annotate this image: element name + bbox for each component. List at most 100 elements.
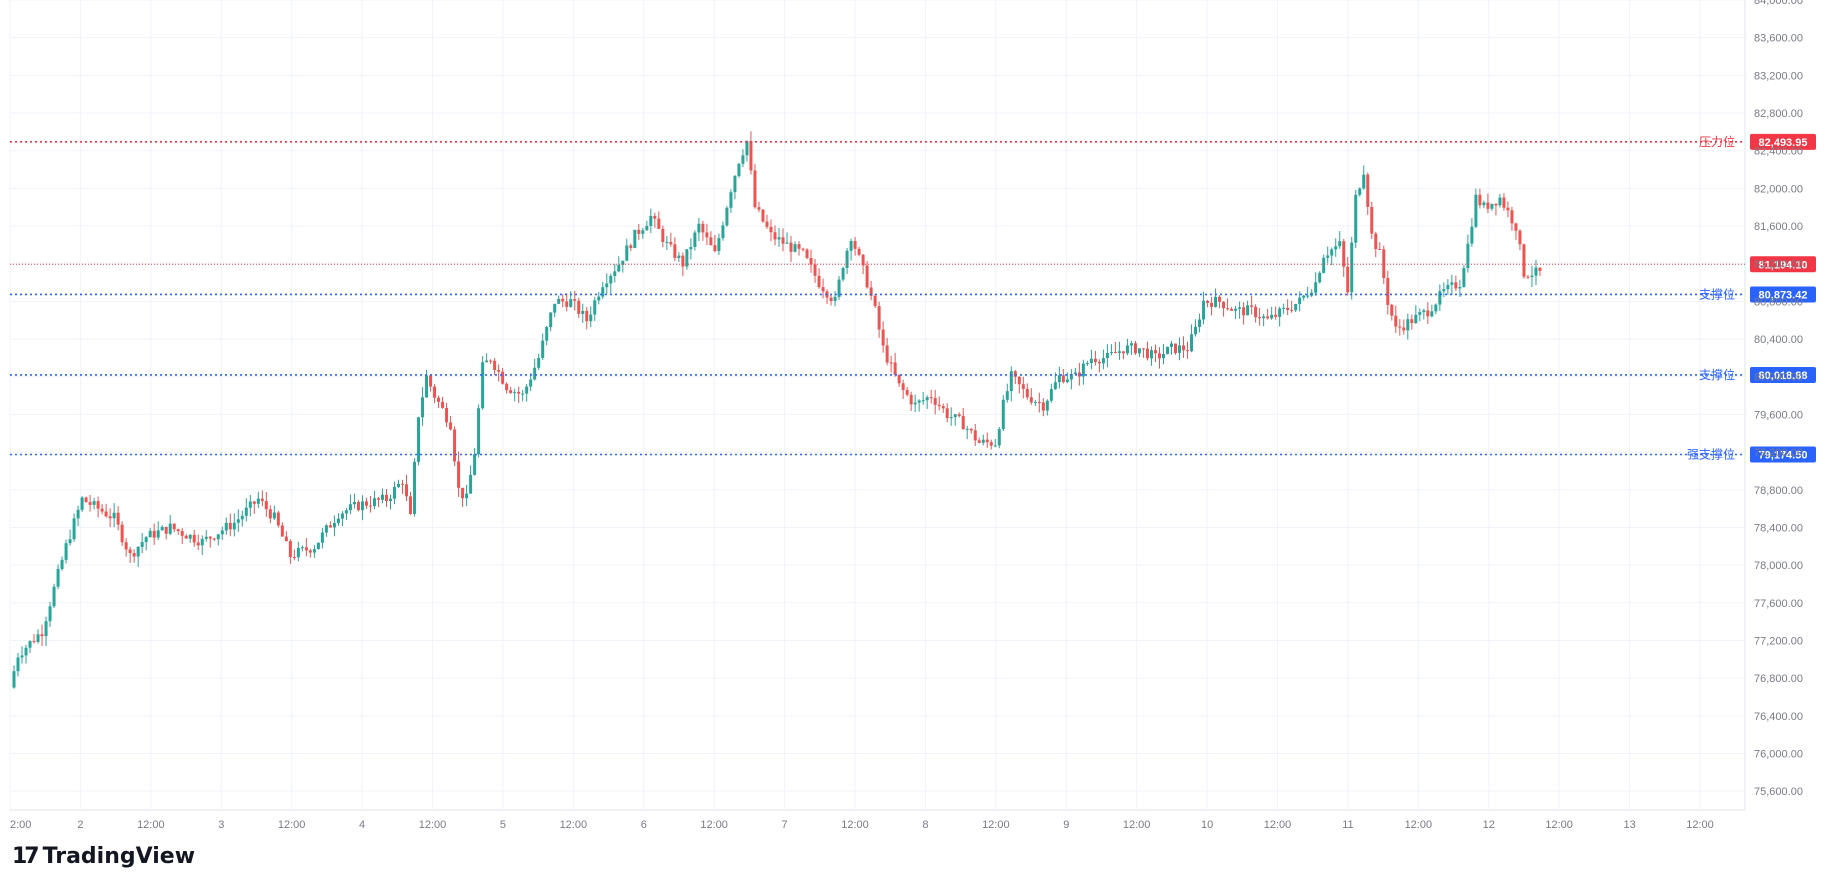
price-tick-label: 80,400.00 xyxy=(1754,334,1803,346)
candle-body xyxy=(281,525,284,536)
time-tick-label: 12:00 xyxy=(560,819,588,831)
time-tick-label: 12:00 xyxy=(982,819,1010,831)
price-tick-label: 79,600.00 xyxy=(1754,409,1803,421)
candle-body xyxy=(545,327,548,341)
candle-body xyxy=(485,361,488,363)
candle-body xyxy=(1210,303,1213,307)
candle-body xyxy=(1086,363,1089,364)
candle-body xyxy=(177,529,180,531)
candle-body xyxy=(101,509,104,512)
candle-body xyxy=(1074,372,1077,374)
candle-body xyxy=(1322,258,1325,273)
candle-body xyxy=(353,502,356,504)
candle-body xyxy=(777,237,780,239)
price-tick-label: 82,800.00 xyxy=(1754,108,1803,120)
price-axis[interactable]: 84,000.00 83,600.00 83,200.00 82,800.00 82,4… xyxy=(1754,0,1803,798)
candle-body xyxy=(842,268,845,280)
price-tick-label: 76,000.00 xyxy=(1754,748,1803,760)
candle-body xyxy=(1334,246,1337,249)
candle-body xyxy=(749,141,752,170)
candle-body xyxy=(569,299,572,307)
candle-body xyxy=(97,501,100,509)
candle-body xyxy=(585,311,588,321)
candle-body xyxy=(834,297,837,301)
candle-body xyxy=(65,543,68,560)
candle-body xyxy=(1454,282,1457,288)
time-tick-label: 12:00 xyxy=(137,819,165,831)
candle-body xyxy=(261,499,264,501)
candle-body xyxy=(1486,203,1489,209)
candle-body xyxy=(557,299,560,304)
candle-body xyxy=(1442,289,1445,291)
candle-body xyxy=(1022,384,1025,389)
candle-body xyxy=(17,657,20,671)
candle-body xyxy=(1138,348,1141,353)
time-tick-label: 3 xyxy=(218,819,224,831)
candle-body xyxy=(761,210,764,222)
candle-body xyxy=(105,512,108,517)
time-tick-label: 5 xyxy=(500,819,506,831)
candle-body xyxy=(461,488,464,498)
candle-body xyxy=(1030,397,1033,402)
candle-body xyxy=(830,298,833,301)
price-tick-label: 78,400.00 xyxy=(1754,522,1803,534)
candle-body xyxy=(790,243,793,252)
candle-body xyxy=(814,265,817,276)
candle-body xyxy=(1046,401,1049,411)
candle-body xyxy=(1338,241,1341,246)
candle-body xyxy=(1094,359,1097,362)
candle-body xyxy=(1194,327,1197,334)
candle-body xyxy=(677,256,680,258)
candle-body xyxy=(1390,305,1393,316)
candle-body xyxy=(733,176,736,192)
candle-body xyxy=(1474,195,1477,227)
candle-body xyxy=(497,370,500,372)
candle-body xyxy=(1114,352,1117,353)
candle-body xyxy=(1162,354,1165,358)
candle-body xyxy=(193,535,196,543)
candle-body xyxy=(477,408,480,454)
candle-body xyxy=(1422,310,1425,312)
candle-body xyxy=(878,306,881,329)
candle-body xyxy=(633,230,636,248)
price-tick-label: 78,000.00 xyxy=(1754,560,1803,572)
candle-body xyxy=(1182,345,1185,350)
time-tick-label: 12:00 xyxy=(700,819,728,831)
candle-body xyxy=(1002,400,1005,429)
candle-body xyxy=(882,330,885,346)
time-axis[interactable]: 2:00 2 12:00 3 12:00 4 12:00 5 12:00 6 12:00 7 12:00… xyxy=(10,819,1714,831)
candle-body xyxy=(874,296,877,306)
price-level-name: 支撑位 xyxy=(1699,286,1735,301)
candle-body xyxy=(693,233,696,247)
time-tick-label: 12:00 xyxy=(1123,819,1151,831)
candle-body xyxy=(421,397,424,417)
candle-body xyxy=(205,537,208,539)
candle-body xyxy=(1090,359,1093,363)
candle-body xyxy=(1298,298,1301,304)
candle-body xyxy=(938,405,941,406)
candle-body xyxy=(1366,175,1369,207)
candle-body xyxy=(25,648,28,656)
candle-body xyxy=(1294,304,1297,310)
candle-body xyxy=(1034,402,1037,403)
price-levels: 压力位 82,493.9581,194.10支撑位 80,873.42支撑位 80,0… xyxy=(10,134,1816,463)
candle-body xyxy=(645,226,648,230)
candle-body xyxy=(577,301,580,314)
candle-body xyxy=(233,523,236,530)
candle-body xyxy=(369,506,372,507)
candle-body xyxy=(701,224,704,233)
candle-body xyxy=(605,283,608,287)
candle-body xyxy=(1082,364,1085,377)
candle-body xyxy=(1274,315,1277,317)
candle-body xyxy=(317,543,320,549)
candle-body xyxy=(481,362,484,408)
candle-body xyxy=(1330,249,1333,255)
candle-body xyxy=(285,537,288,542)
tradingview-logo-mark: 17 xyxy=(12,844,37,869)
candle-body xyxy=(225,523,228,531)
candle-body xyxy=(493,361,496,370)
price-tick-label: 83,600.00 xyxy=(1754,33,1803,45)
candle-body xyxy=(1158,353,1161,358)
candle-body xyxy=(1306,296,1309,297)
